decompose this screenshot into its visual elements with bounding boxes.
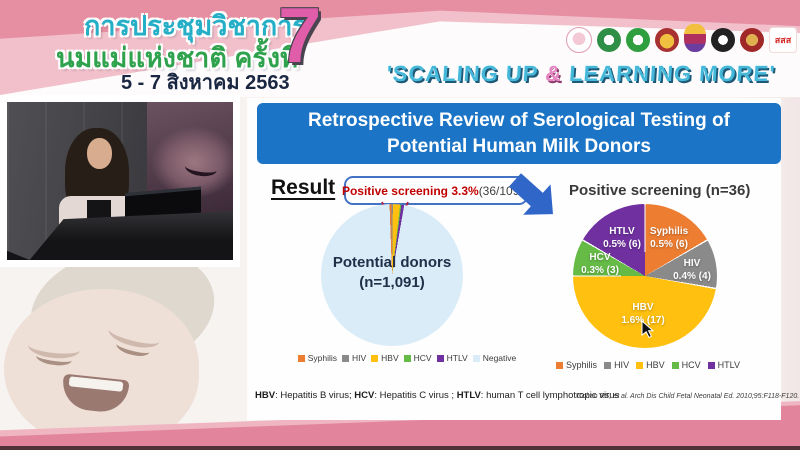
- legend-label-hbv: HBV: [381, 353, 399, 363]
- slogan-ampersand: &: [544, 61, 563, 86]
- pie-left-caption-line1: Potential donors: [332, 254, 452, 271]
- callout-highlight: Positive screening 3.3%: [341, 183, 479, 198]
- mother-and-child-foundation-logo-icon: [566, 27, 592, 53]
- pie-left-caption: Potential donors (n=1,091): [319, 253, 465, 292]
- slice-name-htlv: HTLV: [609, 226, 635, 237]
- legend-swatch-hcv: [671, 361, 679, 369]
- slice-value-syphilis: 0.5% (6): [650, 238, 688, 250]
- legend-swatch-hbv: [636, 361, 644, 369]
- slice-label-syphilis: Syphilis 0.5% (6): [650, 226, 688, 251]
- slice-name-hiv: HIV: [683, 258, 701, 269]
- ministry-of-public-health-logo-icon: [597, 28, 621, 52]
- presentation-slide: Retrospective Review of Serological Test…: [247, 98, 800, 420]
- legend-swatch-hiv: [342, 354, 349, 362]
- slogan-part1: 'SCALING UP: [385, 61, 547, 86]
- conference-number: 7: [278, 0, 322, 79]
- pie-left-caption-line2: (n=1,091): [359, 273, 425, 291]
- slice-value-hiv: 0.4% (4): [673, 270, 711, 282]
- legend-swatch-hiv: [604, 361, 612, 369]
- legend-item-htlv: HTLV: [436, 353, 468, 363]
- slice-label-hiv: HIV 0.4% (4): [673, 258, 711, 283]
- pediatric-society-emblem-icon: [711, 28, 735, 52]
- legend-swatch-hbv: [371, 354, 379, 362]
- baby-teeth: [68, 376, 124, 392]
- legend-item-negative: Negative: [472, 353, 517, 363]
- backdrop-baby-eye: [184, 157, 218, 179]
- footnote-hbv: HBV: [255, 390, 276, 401]
- conference-title-line2: นมแม่แห่งชาติ ครั้งที่: [56, 43, 298, 73]
- legend-item-hbv: HBV: [636, 360, 665, 370]
- legend-label-htlv: HTLV: [446, 353, 468, 363]
- header-banner: การประชุมวิชาการ นมแม่แห่งชาติ ครั้งที่ …: [0, 0, 800, 97]
- legend-label-hiv: HIV: [614, 360, 630, 370]
- legend-swatch-negative: [472, 354, 480, 362]
- conference-date: 5 - 7 สิงหาคม 2563: [121, 72, 290, 94]
- legend-item-htlv: HTLV: [707, 360, 740, 370]
- legend-item-hiv: HIV: [342, 353, 366, 363]
- legend-item-hcv: HCV: [671, 360, 701, 370]
- legend-swatch-htlv: [707, 361, 715, 369]
- result-heading: Result: [271, 176, 336, 199]
- footnote-htlv-text: : human T cell lymphotropic virus: [480, 390, 620, 401]
- pie-right-title: Positive screening (n=36): [569, 182, 751, 199]
- presenter-face: [87, 138, 112, 169]
- slice-label-htlv: HTLV 0.5% (6): [603, 226, 641, 251]
- footer-bottom-bar: [0, 446, 800, 450]
- legend-potential-donors: Syphilis HIV HBV HCV HTLV Negative: [275, 353, 539, 363]
- legend-label-htlv: HTLV: [717, 360, 740, 370]
- legend-swatch-syphilis: [556, 361, 564, 369]
- legend-item-syphilis: Syphilis: [556, 360, 597, 370]
- speaker-video: [7, 102, 233, 260]
- slice-label-hbv: HBV 1.6% (17): [621, 302, 664, 327]
- legend-item-hbv: HBV: [371, 353, 399, 363]
- slogan-part2: LEARNING MORE': [561, 61, 777, 86]
- legend-label-hcv: HCV: [681, 360, 701, 370]
- legend-swatch-htlv: [436, 354, 444, 362]
- speaker-video-frame: [0, 95, 240, 267]
- legend-positive-screening: Syphilis HIV HBV HCV HTLV: [551, 360, 745, 370]
- legend-label-hbv: HBV: [646, 360, 665, 370]
- background-baby-photo: [0, 267, 247, 430]
- conference-slogan: 'SCALING UP & LEARNING MORE': [363, 61, 799, 87]
- slice-name-syphilis: Syphilis: [649, 226, 689, 237]
- slice-name-hcv: HCV: [589, 252, 611, 263]
- thaihealth-logo-icon: สสส: [769, 27, 797, 53]
- legend-item-syphilis: Syphilis: [297, 353, 337, 363]
- department-of-health-logo-icon: [626, 28, 650, 52]
- slide-title: Retrospective Review of Serological Test…: [308, 109, 730, 157]
- legend-label-hiv: HIV: [352, 353, 367, 363]
- footnote-hcv-text: : Hepatitis C virus ;: [374, 390, 457, 401]
- royal-institute-emblem-icon: [684, 24, 706, 52]
- legend-label-negative: Negative: [482, 353, 517, 363]
- pie-chart-potential-donors: [321, 204, 463, 346]
- footnote-hbv-text: : Hepatitis B virus;: [275, 390, 355, 401]
- abbreviation-footnote: HBV: Hepatitis B virus; HCV: Hepatitis C…: [255, 390, 619, 401]
- slice-name-hbv: HBV: [632, 302, 654, 313]
- legend-swatch-hcv: [403, 354, 411, 362]
- medical-council-emblem-icon: [740, 28, 764, 52]
- legend-swatch-syphilis: [297, 354, 305, 362]
- slide-title-bar: Retrospective Review of Serological Test…: [257, 103, 781, 164]
- organizer-logos: สสส: [566, 24, 797, 54]
- citation: Cohen RS, et al. Arch Dis Child Fetal Ne…: [577, 393, 800, 400]
- slice-value-htlv: 0.5% (6): [603, 238, 641, 250]
- legend-item-hiv: HIV: [604, 360, 629, 370]
- legend-label-syphilis: Syphilis: [307, 353, 337, 363]
- slice-value-hcv: 0.3% (3): [581, 264, 619, 276]
- footnote-htlv: HTLV: [456, 390, 481, 401]
- legend-label-syphilis: Syphilis: [566, 360, 598, 370]
- footnote-hcv: HCV: [354, 390, 375, 401]
- conference-title-line1: การประชุมวิชาการ: [84, 11, 307, 41]
- legend-label-hcv: HCV: [413, 353, 432, 363]
- mouse-cursor-icon: [641, 320, 654, 339]
- slice-label-hcv: HCV 0.3% (3): [581, 252, 619, 277]
- slice-value-hbv: 1.6% (17): [621, 314, 665, 326]
- royal-college-emblem-icon: [655, 28, 679, 52]
- legend-item-hcv: HCV: [403, 353, 432, 363]
- arrow-icon: [509, 173, 553, 215]
